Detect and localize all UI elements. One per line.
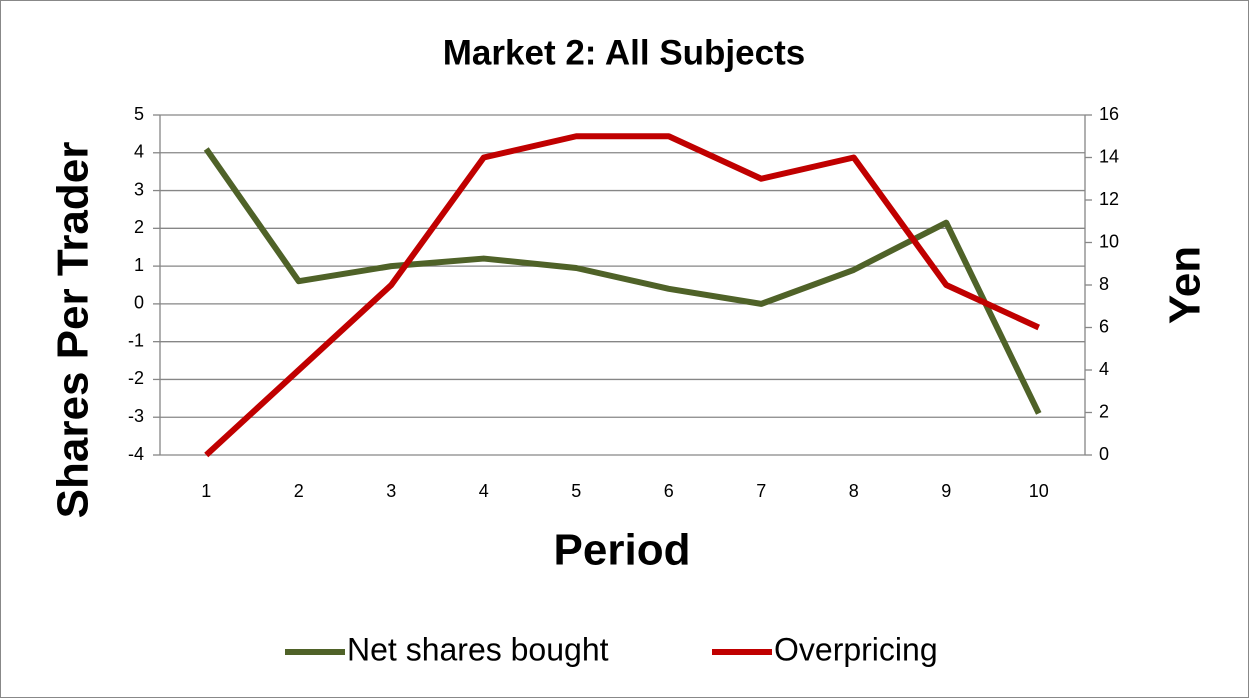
x-tick-label: 7 — [756, 481, 766, 501]
x-tick-label: 2 — [294, 481, 304, 501]
x-tick-label: 8 — [849, 481, 859, 501]
y2-tick-label: 14 — [1099, 146, 1119, 166]
y-tick-label: -1 — [128, 330, 144, 350]
y-tick-label: 2 — [134, 217, 144, 237]
y-tick-label: 5 — [134, 104, 144, 124]
y2-tick-label: 0 — [1099, 444, 1109, 464]
x-tick-label: 9 — [941, 481, 951, 501]
y2-tick-label: 8 — [1099, 274, 1109, 294]
x-axis-title: Period — [554, 526, 691, 575]
x-tick-label: 3 — [386, 481, 396, 501]
legend-label: Net shares bought — [347, 631, 609, 667]
y2-tick-label: 6 — [1099, 316, 1109, 336]
legend-label: Overpricing — [774, 631, 938, 667]
x-tick-label: 1 — [201, 481, 211, 501]
y-tick-label: 0 — [134, 293, 144, 313]
y2-tick-label: 10 — [1099, 231, 1119, 251]
x-tick-label: 10 — [1029, 481, 1049, 501]
y-tick-label: -4 — [128, 444, 144, 464]
y2-tick-label: 2 — [1099, 401, 1109, 421]
y-tick-label: -2 — [128, 368, 144, 388]
y-axis-title: Shares Per Trader — [49, 142, 98, 519]
line-series — [204, 133, 1041, 458]
y2-axis-title: Yen — [1161, 246, 1210, 324]
x-tick-label: 4 — [479, 481, 489, 501]
x-tick-label: 6 — [664, 481, 674, 501]
y-tick-label: 4 — [134, 142, 144, 162]
y-tick-label: -3 — [128, 406, 144, 426]
y2-tick-label: 16 — [1099, 104, 1119, 124]
y-tick-label: 1 — [134, 255, 144, 275]
chart-title: Market 2: All Subjects — [443, 33, 805, 72]
y-tick-label: 3 — [134, 179, 144, 199]
x-tick-label: 5 — [571, 481, 581, 501]
y2-tick-label: 12 — [1099, 189, 1119, 209]
line-series — [203, 147, 1042, 415]
y2-tick-label: 4 — [1099, 359, 1109, 379]
